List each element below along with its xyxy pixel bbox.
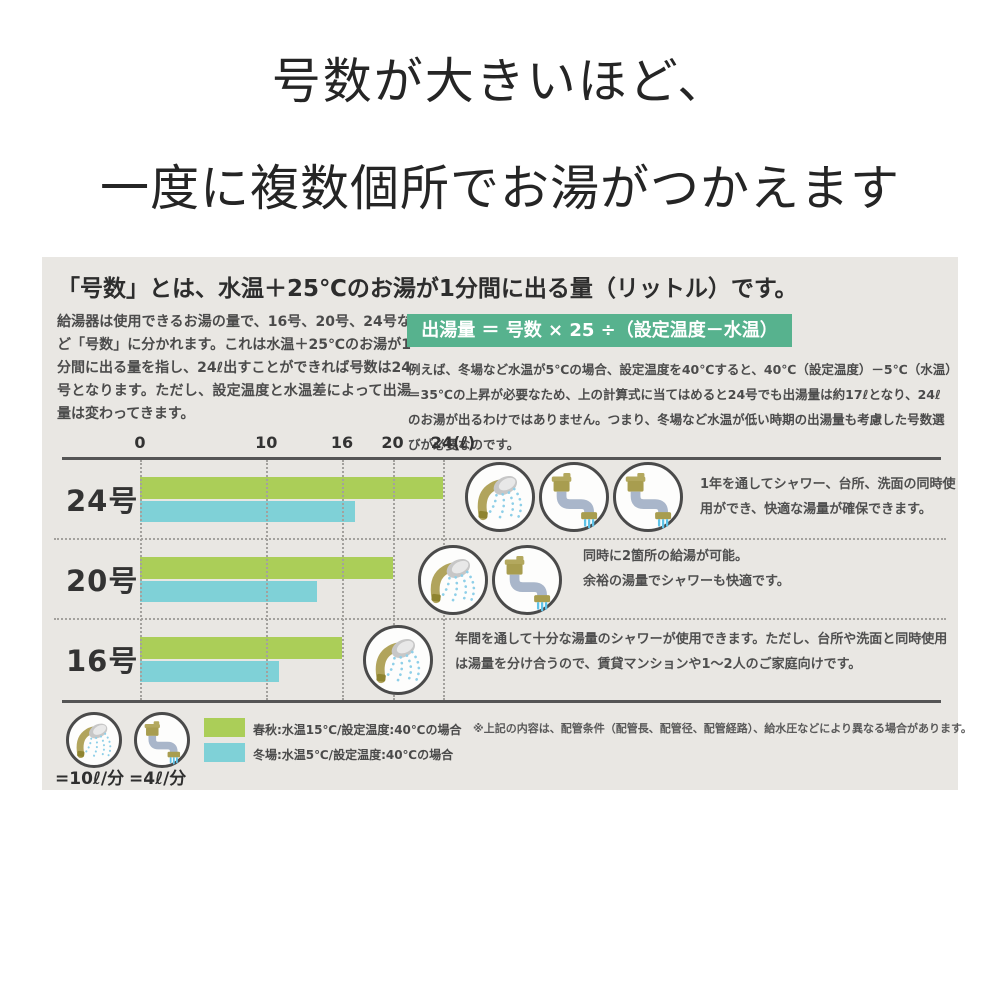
shower-icon: [363, 625, 433, 695]
gridline: [392, 460, 395, 700]
faucet-rate-label: =4ℓ/分: [129, 769, 187, 789]
x-tick: 0: [134, 433, 146, 452]
row-description-24: 1年を通してシャワー、台所、洗面の同時使用ができ、快適な湯量が確保できます。: [700, 477, 956, 517]
gridline: [266, 460, 269, 700]
bar-winter-20: [140, 581, 317, 602]
gridline: [342, 460, 344, 700]
row-label-24: 24号: [66, 484, 139, 518]
shower-icon: [418, 545, 488, 615]
title-line-1: 号数が大きいほど、: [271, 53, 729, 110]
formula-box: 出湯量 ＝ 号数 × 25 ÷（設定温度－水温）: [407, 314, 792, 347]
row-label-20: 20号: [66, 564, 139, 598]
shower-rate-label: =10ℓ/分: [55, 769, 125, 789]
bar-winter-24: [140, 501, 355, 522]
spring-legend-label: 春秋:水温15℃/設定温度:40℃の場合: [253, 723, 462, 737]
chart-row-16: 16号 年間を通して十分な湯量のシャワーが使用できます。ただし、台所や洗面と同時…: [42, 620, 958, 698]
legend: =10ℓ/分 =4ℓ/分 春秋:水温15℃/設定温度:40℃の場合 冬場:水温5…: [42, 700, 972, 790]
row-description-20: 同時に2箇所の給湯が可能。 余裕の湯量でシャワーも快適です。: [583, 549, 790, 589]
title-line-2: 一度に複数個所でお湯がつかえます: [99, 160, 900, 217]
plot-rows: 24号 1年を通してシャワー、台所、洗面の同時使用ができ、快適な湯量が確保できま…: [42, 460, 958, 703]
x-tick: 16: [330, 433, 354, 452]
x-tick: 24(ℓ): [430, 433, 476, 452]
formula-note: 例えば、冬場など水温が5℃の場合、設定温度を40℃すると、40℃（設定温度）－5…: [408, 362, 952, 452]
faucet-icon: [539, 462, 609, 532]
gridline: [140, 460, 142, 700]
faucet-icon: [134, 712, 190, 768]
x-axis: 0 10 16 20 24(ℓ): [42, 432, 958, 458]
capacity-chart: 0 10 16 20 24(ℓ) 24号 1年を通してシャワー、台所、洗面の同時使用がで…: [42, 432, 958, 703]
winter-legend-label: 冬場:水温5℃/設定温度:40℃の場合: [253, 748, 454, 762]
row-label-16: 16号: [66, 644, 139, 678]
row-separator: [54, 618, 946, 620]
bar-winter-16: [140, 661, 279, 682]
shower-icon: [465, 462, 535, 532]
winter-color-swatch: [204, 743, 245, 762]
x-tick: 20: [381, 433, 404, 452]
panel-heading: 「号数」とは、水温＋25℃のお湯が1分間に出る量（リットル）です。: [57, 276, 798, 302]
row-separator: [54, 538, 946, 540]
x-tick: 10: [255, 433, 278, 452]
chart-row-24: 24号 1年を通してシャワー、台所、洗面の同時使用ができ、快適な湯量が確保できま…: [42, 460, 958, 538]
legend-note: ※上記の内容は、配管条件（配管長、配管径、配管経路）、給水圧などにより異なる場合…: [473, 722, 972, 735]
faucet-icon: [613, 462, 683, 532]
bar-spring-16: [140, 637, 342, 659]
x-axis-line: [62, 457, 941, 460]
chart-row-20: 20号 同時に2箇所の給湯が可能。 余裕の湯量でシャワーも快適です。: [42, 540, 958, 618]
row-description-16: 年間を通して十分な湯量のシャワーが使用できます。ただし、台所や洗面と同時使用は湯…: [455, 632, 948, 672]
info-panel: 「号数」とは、水温＋25℃のお湯が1分間に出る量（リットル）です。 給湯器は使用…: [42, 257, 972, 790]
chart-bottom-line: [62, 700, 941, 703]
shower-icon: [66, 712, 122, 768]
bar-spring-24: [140, 477, 443, 499]
spring-color-swatch: [204, 718, 245, 737]
page-title: 号数が大きいほど、 一度に複数個所でお湯がつかえます: [0, 42, 1000, 220]
intro-paragraph: 給湯器は使用できるお湯の量で、16号、20号、24号など「号数」に分かれます。こ…: [57, 314, 411, 422]
faucet-icon: [492, 545, 562, 615]
